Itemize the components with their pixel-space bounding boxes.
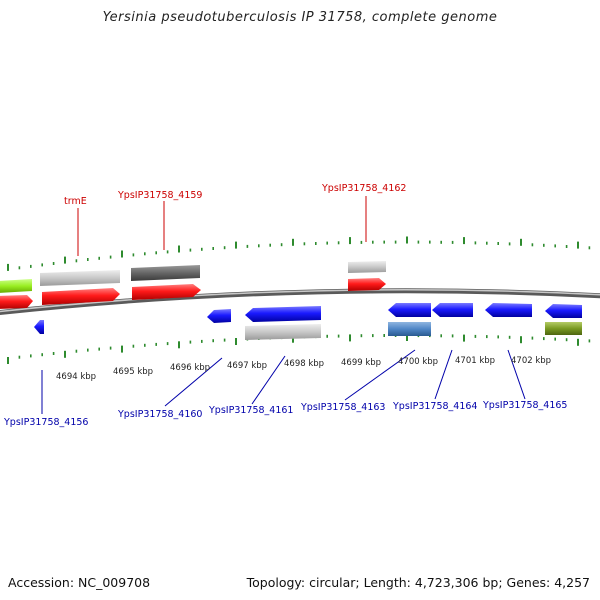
- scale-label: 4702 kbp: [511, 356, 551, 366]
- gene-arrow-YpsIP31758_4164[interactable]: [432, 303, 473, 317]
- gene-arrow-rna-4162-region[interactable]: [348, 261, 386, 273]
- leader-line-YpsIP31758_4160: [164, 357, 223, 407]
- gene-label-YpsIP31758_4162[interactable]: YpsIP31758_4162: [321, 183, 406, 194]
- gene-arrow-trmE[interactable]: [42, 288, 120, 305]
- gene-label-YpsIP31758_4164[interactable]: YpsIP31758_4164: [392, 401, 477, 412]
- gene-arrow-YpsIP31758_4161[interactable]: [245, 306, 321, 322]
- gene-label-YpsIP31758_4163[interactable]: YpsIP31758_4163: [300, 402, 385, 413]
- scale-label: 4694 kbp: [56, 372, 96, 382]
- leader-line-YpsIP31758_4164: [434, 349, 453, 400]
- gene-label-YpsIP31758_4161[interactable]: YpsIP31758_4161: [208, 405, 293, 416]
- upper-tick-arc: [7, 236, 591, 271]
- leader-line-YpsIP31758_4163: [344, 349, 416, 401]
- genome-backbone: [0, 288, 600, 315]
- gene-arrow-YpsIP31758_4156[interactable]: [34, 320, 44, 334]
- gene-label-YpsIP31758_4156[interactable]: YpsIP31758_4156: [3, 417, 88, 428]
- leader-line-YpsIP31758_4161: [251, 355, 286, 405]
- scale-label: 4696 kbp: [170, 363, 210, 373]
- genome-backbone-highlight: [0, 289, 600, 313]
- genome-summary-text: Topology: circular; Length: 4,723,306 bp…: [246, 575, 590, 590]
- gene-arrow-YpsIP31758_4165[interactable]: [545, 304, 582, 318]
- accession-text: Accession: NC_009708: [8, 575, 151, 590]
- gene-arrow-red-left[interactable]: [0, 295, 33, 309]
- gene-arrow-blue-4701[interactable]: [485, 303, 532, 317]
- gene-arrow-blue-small[interactable]: [207, 309, 231, 323]
- gene-label-YpsIP31758_4160[interactable]: YpsIP31758_4160: [117, 409, 202, 420]
- scale-label: 4697 kbp: [227, 361, 267, 371]
- gene-arrow-olive[interactable]: [545, 322, 582, 335]
- gene-arrow-rna-trmE-region[interactable]: [40, 270, 120, 286]
- leader-line-YpsIP31758_4165: [507, 349, 526, 400]
- scale-label: 4701 kbp: [455, 356, 495, 366]
- gene-arrow-YpsIP31758_4159[interactable]: [132, 284, 201, 300]
- scale-label: 4700 kbp: [398, 357, 438, 367]
- gene-label-YpsIP31758_4165[interactable]: YpsIP31758_4165: [482, 400, 567, 411]
- gene-arrow-steel-blue[interactable]: [388, 322, 431, 336]
- genome-title: Yersinia pseudotuberculosis IP 31758, co…: [102, 10, 498, 25]
- gene-arrow-YpsIP31758_4163[interactable]: [388, 303, 431, 317]
- gene-label-YpsIP31758_4159[interactable]: YpsIP31758_4159: [117, 190, 202, 201]
- scale-label: 4695 kbp: [113, 367, 153, 377]
- scale-label: 4699 kbp: [341, 358, 381, 368]
- gene-arrow-lime[interactable]: [0, 279, 32, 293]
- gene-arrow-YpsIP31758_4162[interactable]: [348, 278, 386, 291]
- gene-arrow-dark-gray[interactable]: [131, 265, 200, 281]
- gene-arrow-rna-4161-region[interactable]: [245, 324, 321, 340]
- scale-label: 4698 kbp: [284, 359, 324, 369]
- gene-label-trmE[interactable]: trmE: [64, 196, 87, 207]
